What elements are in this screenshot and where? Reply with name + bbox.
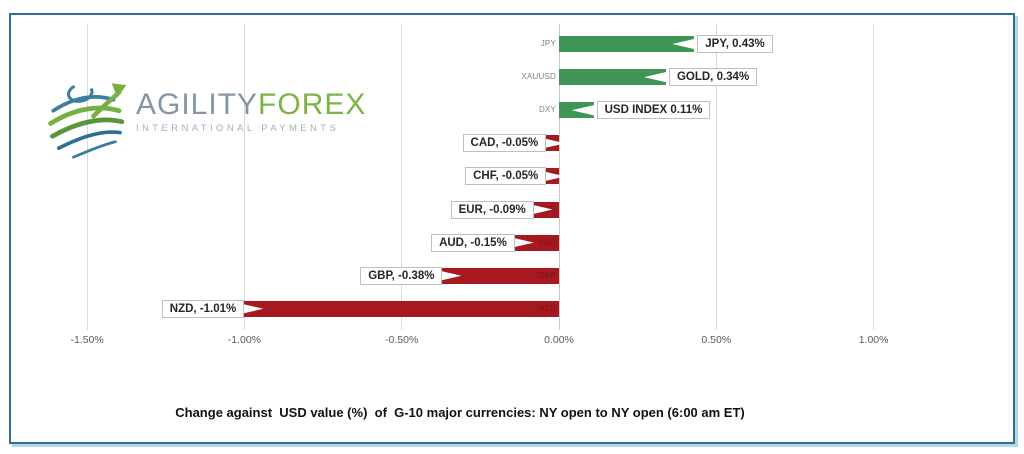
- data-label-XAUUSD: GOLD, 0.34%: [668, 68, 758, 87]
- globe-arrow-icon: [46, 74, 130, 167]
- data-label-CHF: CHF, -0.05%: [465, 167, 547, 186]
- x-tick--1.00%: -1.00%: [227, 334, 262, 346]
- data-label-CAD: CAD, -0.05%: [462, 134, 547, 153]
- category-label-JPY: JPY: [540, 39, 556, 48]
- data-label-AUD: AUD, -0.15%: [431, 233, 515, 252]
- logo-tagline: INTERNATIONAL PAYMENTS: [136, 123, 340, 134]
- bar-XAUUSD: [559, 69, 666, 86]
- gridline--1.50%: [86, 24, 88, 330]
- agilityforex-logo: AGILITYFOREX INTERNATIONAL PAYMENTS: [46, 74, 366, 167]
- data-label-NZD: NZD, -1.01%: [161, 299, 245, 318]
- data-label-DXY: USD INDEX 0.11%: [596, 101, 711, 120]
- x-tick-1.00%: 1.00%: [858, 334, 889, 346]
- category-label-DXY: DXY: [538, 105, 556, 115]
- category-label-GBP: GBP: [538, 270, 556, 280]
- gridline-0.50%: [715, 24, 717, 330]
- x-tick--0.50%: -0.50%: [385, 334, 419, 346]
- logo-name: AGILITYFOREX: [136, 90, 366, 120]
- category-label-NZD: NZD: [538, 303, 556, 313]
- x-tick-0.50%: 0.50%: [701, 334, 732, 346]
- bar-GBP: [439, 267, 559, 284]
- data-label-GBP: GBP, -0.38%: [360, 266, 443, 285]
- logo-text: AGILITYFOREX INTERNATIONAL PAYMENTS: [136, 90, 366, 135]
- gridline--0.50%: [401, 24, 403, 330]
- gridline--1.00%: [243, 24, 245, 330]
- category-label-AUD: AUD: [538, 237, 556, 247]
- data-label-JPY: JPY, 0.43%: [697, 35, 773, 53]
- logo-name-primary: AGILITY: [136, 88, 259, 121]
- chart-caption: Change against USD value (%) of G-10 maj…: [175, 405, 745, 420]
- x-tick--1.50%: -1.50%: [70, 334, 104, 346]
- logo-name-secondary: FOREX: [258, 88, 367, 121]
- gridline-1.00%: [873, 24, 875, 330]
- bar-AUD: [511, 234, 559, 251]
- x-tick-0.00%: 0.00%: [544, 334, 574, 346]
- bar-JPY: [559, 36, 695, 52]
- category-label-XAUUSD: XAUUSD: [521, 72, 556, 82]
- bar-NZD: [241, 300, 559, 317]
- data-label-EUR: EUR, -0.09%: [450, 200, 534, 219]
